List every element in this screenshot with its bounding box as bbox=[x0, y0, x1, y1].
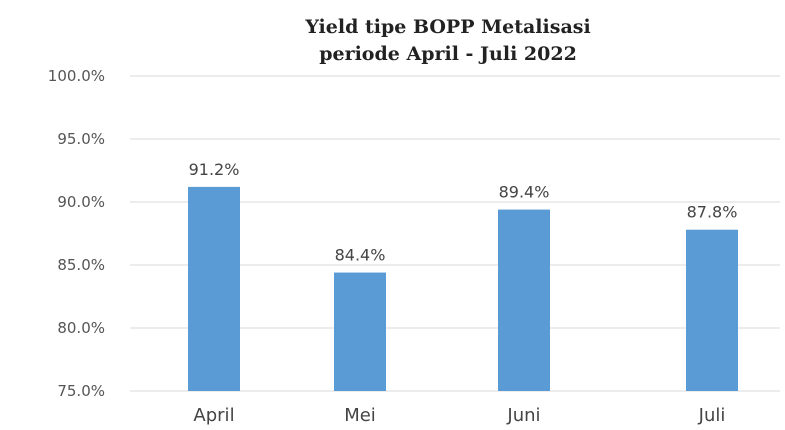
x-axis-category-labels: April Mei Juni Juli bbox=[193, 405, 726, 426]
bar-mei bbox=[334, 272, 386, 391]
data-label: 84.4% bbox=[335, 246, 386, 265]
category-label: April bbox=[193, 405, 234, 425]
chart-title-line-2: periode April - Juli 2022 bbox=[319, 43, 577, 65]
y-tick-label: 90.0% bbox=[57, 193, 105, 211]
chart-title-line-1: Yield tipe BOPP Metalisasi bbox=[304, 16, 590, 38]
data-label: 91.2% bbox=[189, 160, 240, 179]
bar-juni bbox=[498, 209, 550, 391]
category-label: Mei bbox=[344, 405, 376, 425]
data-label: 89.4% bbox=[499, 183, 550, 202]
data-label: 87.8% bbox=[687, 203, 738, 222]
data-labels: 91.2% 84.4% 89.4% 87.8% bbox=[189, 160, 738, 265]
bars bbox=[188, 186, 738, 391]
y-tick-label: 80.0% bbox=[57, 319, 105, 337]
bar-juli bbox=[686, 229, 738, 391]
category-label: Juni bbox=[506, 405, 540, 425]
y-tick-label: 75.0% bbox=[57, 382, 105, 400]
bar-april bbox=[188, 186, 240, 391]
y-tick-label: 100.0% bbox=[48, 67, 105, 85]
category-label: Juli bbox=[698, 405, 726, 425]
y-tick-label: 95.0% bbox=[57, 130, 105, 148]
y-axis-tick-labels: 75.0% 80.0% 85.0% 90.0% 95.0% 100.0% bbox=[48, 67, 105, 400]
y-tick-label: 85.0% bbox=[57, 256, 105, 274]
chart-title: Yield tipe BOPP Metalisasi periode April… bbox=[304, 16, 590, 65]
